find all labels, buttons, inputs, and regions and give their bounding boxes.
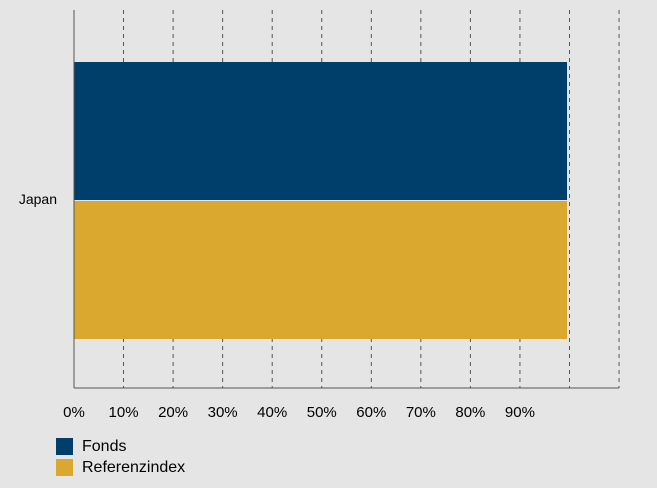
legend-swatch-referenzindex <box>56 459 73 476</box>
category-label-japan: Japan <box>19 191 57 207</box>
x-tick-labels: 0% 10% 20% 30% 40% 50% 60% 70% 80% 90% <box>63 404 535 421</box>
x-tick-label-90: 90% <box>505 404 535 421</box>
bar-referenzindex <box>74 201 568 339</box>
x-tick-label-0: 0% <box>63 404 85 421</box>
x-tick-label-80: 80% <box>455 404 485 421</box>
legend-label-fonds: Fonds <box>82 437 127 455</box>
x-tick-label-60: 60% <box>356 404 386 421</box>
x-tick-label-40: 40% <box>257 404 287 421</box>
legend-label-referenzindex: Referenzindex <box>82 458 186 476</box>
legend: Fonds Referenzindex <box>56 436 185 478</box>
legend-item-referenzindex: Referenzindex <box>56 457 185 478</box>
bars <box>74 62 568 339</box>
category-labels: Japan <box>19 191 57 207</box>
x-tick-label-20: 20% <box>158 404 188 421</box>
x-tick-label-10: 10% <box>109 404 139 421</box>
legend-item-fonds: Fonds <box>56 436 185 457</box>
x-tick-label-50: 50% <box>307 404 337 421</box>
axes <box>73 10 620 389</box>
bar-fonds <box>74 62 568 200</box>
legend-swatch-fonds <box>56 438 73 455</box>
x-tick-label-30: 30% <box>208 404 238 421</box>
x-tick-label-70: 70% <box>406 404 436 421</box>
